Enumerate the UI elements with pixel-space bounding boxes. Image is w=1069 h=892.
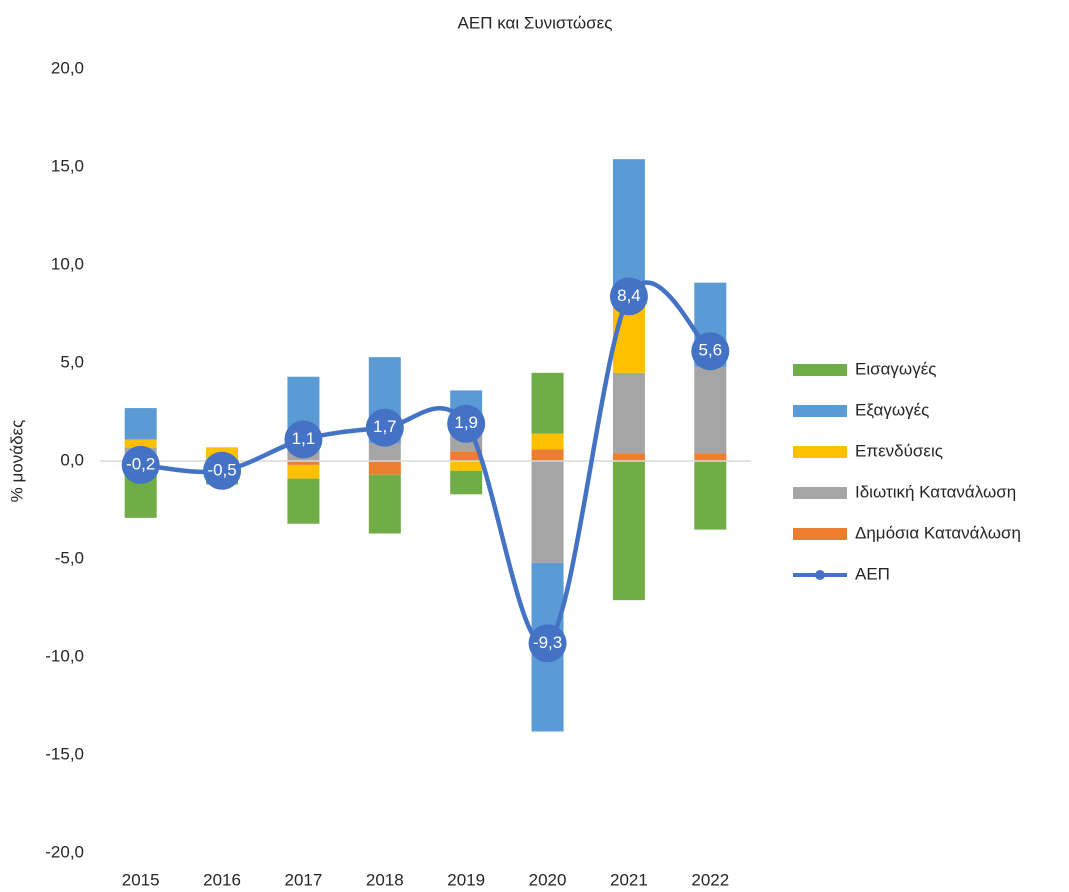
bar-segment xyxy=(287,464,320,479)
bar-segment xyxy=(368,443,401,461)
line-marker xyxy=(121,445,160,484)
data-label: 1,1 xyxy=(292,429,316,448)
bar-segment xyxy=(124,408,157,440)
data-label: 8,4 xyxy=(617,286,641,305)
y-tick-label: 5,0 xyxy=(60,352,84,371)
x-tick-label: 2020 xyxy=(529,870,567,889)
line-marker xyxy=(691,332,730,371)
line-marker xyxy=(365,408,404,447)
bar-segment xyxy=(612,461,645,601)
y-tick-label: -20,0 xyxy=(45,842,84,861)
bar-segment xyxy=(694,453,727,461)
data-label: 5,6 xyxy=(698,341,722,360)
data-label: -0,2 xyxy=(126,454,155,473)
data-label: 1,7 xyxy=(373,417,397,436)
y-tick-label: -5,0 xyxy=(55,548,84,567)
legend-swatch xyxy=(793,487,847,499)
legend-label: Δημόσια Κατανάλωση xyxy=(855,523,1021,542)
y-tick-label: 15,0 xyxy=(51,156,84,175)
line-marker xyxy=(528,624,567,663)
data-label: 1,9 xyxy=(454,413,478,432)
bar-segment xyxy=(124,439,157,448)
bar-segment xyxy=(531,449,564,461)
bar-segment xyxy=(450,470,483,495)
x-tick-label: 2021 xyxy=(610,870,648,889)
bar-segment xyxy=(450,451,483,461)
bar-segment xyxy=(368,461,401,475)
legend-marker xyxy=(815,570,825,580)
x-tick-label: 2019 xyxy=(447,870,485,889)
line-marker xyxy=(609,277,648,316)
y-tick-label: 0,0 xyxy=(60,450,84,469)
line-marker xyxy=(284,420,323,459)
bar-segment xyxy=(612,372,645,454)
x-tick-label: 2017 xyxy=(285,870,323,889)
legend-label: Εισαγωγές xyxy=(855,359,936,378)
legend-swatch xyxy=(793,364,847,376)
legend-swatch xyxy=(793,446,847,458)
legend-label: Ιδιωτική Κατανάλωση xyxy=(855,482,1016,501)
bar-segment xyxy=(612,306,645,373)
bar-segment xyxy=(694,366,727,454)
x-tick-label: 2015 xyxy=(122,870,160,889)
bar-segment xyxy=(287,461,320,465)
legend-label: Εξαγωγές xyxy=(855,400,929,419)
y-tick-label: -15,0 xyxy=(45,744,84,763)
y-axis-label: % μονάδες xyxy=(7,420,26,503)
data-label: -9,3 xyxy=(533,633,562,652)
legend-swatch xyxy=(793,528,847,540)
bar-segment xyxy=(694,461,727,530)
legend-label: ΑΕΠ xyxy=(855,564,890,583)
line-marker xyxy=(447,404,486,443)
x-tick-label: 2022 xyxy=(691,870,729,889)
bar-segment xyxy=(368,474,401,534)
y-tick-label: -10,0 xyxy=(45,646,84,665)
x-tick-label: 2016 xyxy=(203,870,241,889)
bar-segment xyxy=(450,461,483,471)
y-tick-label: 10,0 xyxy=(51,254,84,273)
data-label: -0,5 xyxy=(207,460,236,479)
legend-swatch xyxy=(793,405,847,417)
bar-segment xyxy=(531,461,564,563)
bar-segment xyxy=(612,453,645,461)
x-tick-label: 2018 xyxy=(366,870,404,889)
legend-label: Επενδύσεις xyxy=(855,441,943,460)
bar-segment xyxy=(531,433,564,450)
chart-title: ΑΕΠ και Συνιστώσες xyxy=(458,13,613,32)
bar-segment xyxy=(287,478,320,524)
line-marker xyxy=(203,451,242,490)
bar-segment xyxy=(531,372,564,434)
y-tick-label: 20,0 xyxy=(51,58,84,77)
